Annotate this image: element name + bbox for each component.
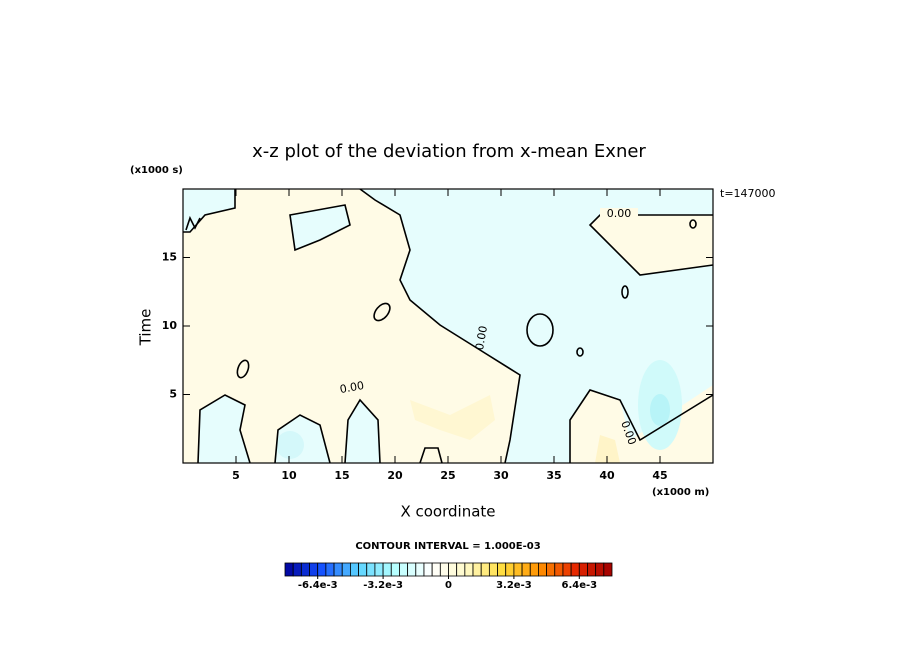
- contour-line: [197, 394, 251, 464]
- colorbar-cell: [309, 562, 319, 577]
- colorbar-cell: [439, 562, 449, 577]
- colorbar-cell: [300, 562, 310, 577]
- x-tick-label: 40: [599, 469, 615, 482]
- contour-line: [569, 389, 714, 463]
- colorbar-cell: [448, 562, 458, 577]
- contour-line: [185, 215, 201, 231]
- contour-line: [359, 188, 521, 464]
- colorbar-cell: [431, 562, 441, 577]
- colorbar-cell: [554, 562, 564, 577]
- negative-core: [276, 431, 304, 459]
- x-tick-label: 10: [281, 469, 297, 482]
- colorbar-cell: [456, 562, 466, 577]
- negative-region: [290, 205, 350, 250]
- y-tick-label: 15: [162, 251, 177, 264]
- colorbar-cell: [562, 562, 572, 577]
- colorbar-cell: [464, 562, 474, 577]
- x-tick-label: 15: [334, 469, 349, 482]
- x-tick-label: 25: [440, 469, 455, 482]
- colorbar-cell: [415, 562, 425, 577]
- colorbar-cell: [333, 562, 343, 577]
- contour-line: [576, 347, 584, 357]
- colorbar-cell: [480, 562, 490, 577]
- contour-label: 0.00: [473, 325, 490, 351]
- contour-line: [274, 414, 331, 464]
- contour-line: [344, 398, 381, 464]
- colorbar-tick-label: -3.2e-3: [363, 580, 403, 591]
- colorbar-cell: [505, 562, 515, 577]
- colorbar-cell: [521, 562, 531, 577]
- colorbar-cell: [497, 562, 507, 577]
- x-unit: (x1000 m): [652, 487, 709, 498]
- colorbar-cell: [578, 562, 588, 577]
- contour-line: [419, 447, 443, 464]
- colorbar-tick-label: 0: [445, 580, 452, 591]
- x-axis-label: X coordinate: [400, 503, 495, 521]
- contour-label: 0.00: [607, 207, 632, 220]
- colorbar-cell: [399, 562, 409, 577]
- colorbar-cell: [513, 562, 523, 577]
- colorbar-cell: [488, 562, 498, 577]
- x-tick-label: 35: [546, 469, 561, 482]
- chart-title: x-z plot of the deviation from x-mean Ex…: [252, 141, 646, 162]
- colorbar-cell: [472, 562, 482, 577]
- colorbar-cell: [570, 562, 580, 577]
- contour-interval: CONTOUR INTERVAL = 1.000E-03: [355, 541, 540, 552]
- colorbar-cell: [292, 562, 302, 577]
- x-tick-label: 45: [652, 469, 667, 482]
- contour-line: [689, 219, 697, 229]
- contour-field: [183, 188, 714, 464]
- contour-line: [183, 189, 236, 233]
- contour-line: [526, 313, 554, 347]
- colorbar-cell: [595, 562, 605, 577]
- colorbar-cell: [341, 562, 351, 577]
- colorbar-cell: [349, 562, 359, 577]
- negative-core: [650, 394, 670, 426]
- colorbar-cell: [390, 562, 400, 577]
- y-axis-label: Time: [137, 309, 155, 347]
- x-tick-label: 5: [232, 469, 240, 482]
- negative-region: [198, 395, 250, 463]
- y-unit: (x1000 s): [130, 165, 183, 176]
- colorbar-cell: [325, 562, 335, 577]
- x-tick-label: 30: [493, 469, 509, 482]
- time-annotation: t=147000: [720, 187, 776, 200]
- colorbar-tick-label: 3.2e-3: [496, 580, 532, 591]
- colorbar-cell: [546, 562, 556, 577]
- colorbar-cell: [603, 562, 613, 577]
- positive-core: [410, 395, 495, 440]
- colorbar-cell: [529, 562, 539, 577]
- y-tick-label: 5: [169, 388, 177, 401]
- label-gap: [600, 208, 638, 220]
- colorbar-cell: [382, 562, 392, 577]
- negative-region: [183, 189, 235, 232]
- colorbar-cell: [407, 562, 417, 577]
- colorbar-cell: [374, 562, 384, 577]
- colorbar-cell: [317, 562, 327, 577]
- contour-line: [289, 204, 351, 252]
- colorbar-cell: [587, 562, 597, 577]
- colorbar-cell: [538, 562, 547, 577]
- positive-core: [595, 435, 620, 463]
- contour-line: [373, 302, 391, 322]
- contour-line: [621, 285, 629, 299]
- colorbar-tick-label: -6.4e-3: [298, 580, 338, 591]
- negative-region: [360, 189, 713, 463]
- colorbar-cell: [358, 562, 368, 577]
- contour-line: [236, 359, 250, 379]
- x-tick-label: 20: [387, 469, 403, 482]
- y-tick-label: 10: [162, 319, 178, 332]
- colorbar-tick-label: 6.4e-3: [561, 580, 597, 591]
- colorbar-cell: [284, 562, 294, 577]
- colorbar-cell: [366, 562, 376, 577]
- colorbar-cell: [423, 562, 433, 577]
- negative-region: [345, 400, 380, 463]
- contour-label: 0.00: [339, 379, 365, 396]
